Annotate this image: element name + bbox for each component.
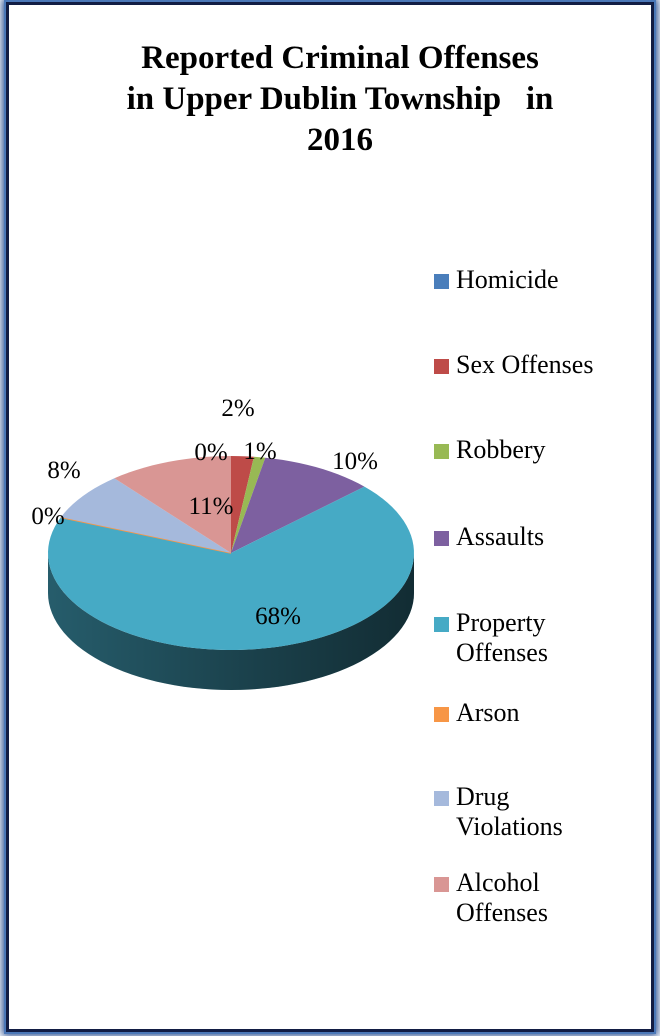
data-label-robbery: 1% bbox=[243, 438, 276, 465]
legend-label-sex-offenses: Sex Offenses bbox=[456, 350, 594, 379]
data-label-property-offenses: 68% bbox=[255, 603, 301, 630]
legend-label-assaults: Assaults bbox=[456, 522, 545, 551]
legend-swatch-arson bbox=[434, 707, 449, 722]
pie-top-layer bbox=[48, 456, 414, 650]
data-label-sex-offenses: 2% bbox=[221, 395, 254, 422]
pie-slice-drug-violations bbox=[60, 478, 231, 553]
chart-title-line-1: Reported Criminal Offenses bbox=[141, 40, 539, 76]
chart-title-line-3: 2016 bbox=[307, 122, 373, 158]
pie-slice-assaults bbox=[231, 457, 365, 553]
legend-swatch-alcohol-offenses bbox=[434, 877, 449, 892]
legend-label-arson: Arson bbox=[456, 698, 520, 727]
pie-slice-sex-offenses bbox=[231, 456, 254, 553]
legend-swatch-assaults bbox=[434, 531, 449, 546]
chart-title: Reported Criminal Offenses in Upper Dubl… bbox=[40, 38, 640, 161]
legend-label-drug-violations: Drug Violations bbox=[456, 782, 563, 841]
pie-slice-robbery bbox=[231, 456, 266, 553]
data-label-assaults: 10% bbox=[332, 448, 378, 475]
legend-label-alcohol-offenses: Alcohol Offenses bbox=[456, 868, 548, 927]
legend-label-robbery: Robbery bbox=[456, 435, 546, 464]
pie-side-layer bbox=[48, 553, 414, 690]
legend-swatch-homicide bbox=[434, 274, 449, 289]
data-label-alcohol-offenses: 11% bbox=[189, 493, 234, 520]
legend-swatch-drug-violations bbox=[434, 791, 449, 806]
pie-label-layer: 0% 2% 1% 10% 68% 0% 8% 11% bbox=[31, 395, 378, 630]
data-label-arson: 0% bbox=[31, 503, 64, 530]
legend-swatch-property-offenses bbox=[434, 617, 449, 632]
legend-swatch-sex-offenses bbox=[434, 359, 449, 374]
data-label-homicide: 0% bbox=[194, 439, 227, 466]
pie-slice-property-offenses bbox=[48, 486, 414, 650]
legend-label-homicide: Homicide bbox=[456, 265, 559, 294]
data-label-drug-violations: 8% bbox=[47, 457, 80, 484]
chart-title-line-2: in Upper Dublin Township in bbox=[126, 81, 554, 117]
pie-side-shading bbox=[48, 553, 414, 690]
legend-label-property-offenses: Property Offenses bbox=[456, 608, 548, 667]
pie-slice-alcohol-offenses bbox=[114, 456, 231, 553]
legend-swatch-robbery bbox=[434, 444, 449, 459]
